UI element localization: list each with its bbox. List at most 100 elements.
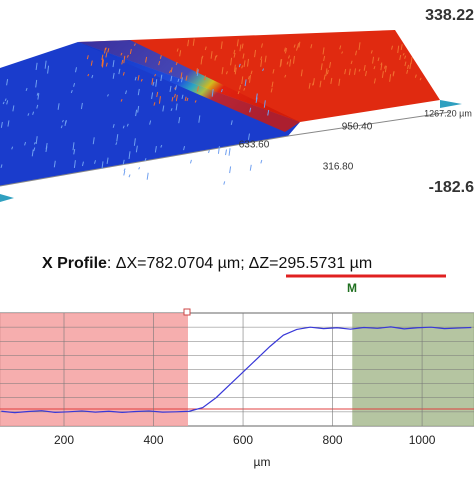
surface-spike <box>123 55 126 64</box>
surface-spike <box>296 47 298 51</box>
surface-spike <box>72 142 75 151</box>
surface-spike <box>300 69 303 77</box>
profile-label: X Profile <box>42 255 107 272</box>
marker-label: M <box>347 281 357 295</box>
surface-spike <box>180 72 183 79</box>
surface-spike <box>230 57 233 66</box>
surface-spike <box>298 41 301 48</box>
surface-spike <box>364 70 367 77</box>
surface-spike <box>134 76 137 81</box>
surface-spike <box>196 69 199 77</box>
surface-spike <box>57 103 60 110</box>
surface-texture <box>0 38 422 185</box>
surface-spike <box>229 166 232 174</box>
surface-spike <box>125 90 128 95</box>
surface-spike <box>105 62 108 67</box>
surface-spike <box>61 119 64 123</box>
surface-spike <box>354 68 357 75</box>
surface-spike <box>169 85 172 92</box>
surface-spike <box>195 67 198 74</box>
surface-spike <box>319 80 322 88</box>
surface-spike <box>156 91 159 98</box>
surface-spike <box>247 75 250 80</box>
surface-spike <box>86 55 89 60</box>
surface-spike <box>210 51 213 59</box>
surface-spike <box>243 60 246 67</box>
surface-spike <box>47 65 50 74</box>
surface-spike <box>363 64 366 71</box>
surface-spike <box>311 82 314 86</box>
surface-spike <box>254 49 257 58</box>
surface-spike <box>4 98 7 102</box>
surface-spike <box>151 92 154 99</box>
surface-spike <box>116 134 119 142</box>
surface-spike <box>128 151 131 160</box>
surface-spike <box>0 164 3 169</box>
surface-spike <box>35 79 38 88</box>
surface-spike <box>322 47 325 55</box>
surface-spike <box>404 61 407 67</box>
surface-spike <box>260 59 263 67</box>
surface-spike <box>70 89 73 94</box>
surface-spike <box>228 148 231 156</box>
surface-spike <box>126 123 129 127</box>
surface-spike <box>236 39 239 47</box>
surface-spike <box>308 82 311 89</box>
surface-spike <box>106 157 109 164</box>
surface-spike <box>180 77 183 83</box>
surface-step <box>78 40 300 132</box>
surface-spike <box>6 100 9 105</box>
surface-spike <box>214 55 217 61</box>
surface-spike <box>187 39 190 47</box>
surface-spike <box>122 125 125 129</box>
surface-spike <box>174 87 177 90</box>
surface-spike <box>146 172 149 180</box>
surface-spike <box>112 72 115 79</box>
surface-spike <box>120 52 123 56</box>
surface-spike <box>170 108 173 112</box>
surface-spike <box>154 73 157 77</box>
surface-spike <box>101 58 104 67</box>
surface-spike <box>158 61 161 66</box>
surface-spike <box>121 59 124 65</box>
surface-spike <box>189 159 192 164</box>
surface-spike <box>123 170 126 176</box>
surface-spike <box>53 160 56 168</box>
surface-spike <box>358 68 361 72</box>
surface-spike <box>225 71 228 75</box>
surface-spike <box>239 84 242 90</box>
surface-spike <box>242 53 245 59</box>
z-min-label: -182.6 <box>429 179 474 196</box>
surface-spike <box>247 58 249 67</box>
surface-x-tick: 1267.20 µm <box>424 108 472 118</box>
surface-spike <box>105 52 108 58</box>
surface-spike <box>272 69 275 74</box>
surface-spike <box>24 141 27 146</box>
surface-spike <box>6 79 9 86</box>
surface-spike <box>153 102 156 106</box>
surface-spike <box>399 54 402 61</box>
surface-spike <box>373 78 376 84</box>
surface-spike <box>220 89 223 93</box>
x-axis-label: µm <box>254 455 271 469</box>
surface-spike <box>152 81 155 86</box>
surface-spike <box>237 90 240 95</box>
surface-x-tick: 950.40 <box>342 122 373 133</box>
surface-spike <box>194 100 197 103</box>
surface-spike <box>233 64 236 73</box>
surface-spike <box>263 100 266 108</box>
surface-spike <box>101 59 104 68</box>
surface-spike <box>159 55 162 59</box>
surface-spike <box>381 71 384 78</box>
surface-spike <box>267 109 270 116</box>
surface-spike <box>81 161 84 167</box>
surface-spike <box>225 149 228 156</box>
surface-spike <box>279 59 282 68</box>
surface-spike <box>344 69 347 75</box>
surface-spike <box>419 77 422 81</box>
surface-spike <box>400 44 403 51</box>
x-tick-label: 1000 <box>409 433 436 447</box>
surface-spike <box>151 78 154 85</box>
surface-spike <box>129 48 132 55</box>
